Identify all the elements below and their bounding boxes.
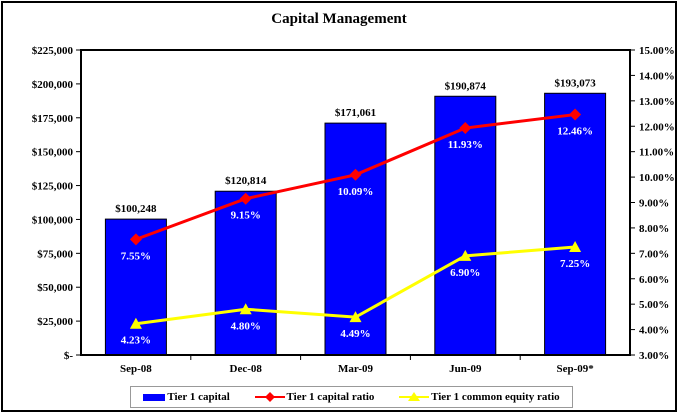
triangle-marker-icon — [459, 249, 472, 261]
chart-title: Capital Management — [271, 11, 407, 27]
bar-value-label: $100,248 — [115, 203, 157, 215]
right-axis-label: 5.00% — [639, 299, 669, 311]
line-value-label: 6.90% — [450, 267, 480, 279]
legend-diamond-line-icon — [254, 391, 285, 403]
right-axis-label: 8.00% — [639, 223, 669, 235]
line-value-label: 7.25% — [560, 258, 590, 270]
x-axis-label: Sep-09* — [556, 363, 594, 375]
x-axis-label: Jun-09 — [449, 363, 482, 375]
bar-value-label: $120,814 — [225, 175, 267, 187]
legend-item-tier1-common-equity-ratio: Tier 1 common equity ratio — [399, 391, 560, 403]
plot-border — [80, 49, 631, 356]
legend-triangle-line-icon — [399, 391, 430, 403]
bar — [434, 95, 497, 356]
diamond-marker-icon — [349, 168, 362, 181]
lines-layer: 7.55% 9.15% 10.09% 11.93% 12.46% 4.23% 4.80% 4.… — [121, 108, 593, 347]
left-axis-label: $150,000 — [32, 147, 74, 159]
legend-bar-swatch-icon — [143, 393, 166, 401]
bar-value-label: $171,061 — [335, 107, 376, 119]
right-axis-label: 6.00% — [639, 274, 669, 286]
chart-plot: $225,000 $200,000 $175,000 $150,000 $125,000… — [32, 45, 675, 375]
left-axis-label: $200,000 — [32, 79, 74, 91]
chart-legend: Tier 1 capital Tier 1 capital ratio Tier… — [130, 386, 573, 408]
diamond-marker-icon — [129, 233, 142, 246]
x-axis-label: Mar-09 — [338, 363, 374, 375]
legend-label-tier1-capital-ratio: Tier 1 capital ratio — [286, 391, 375, 403]
line-value-label: 4.49% — [340, 328, 370, 340]
left-axis-label: $125,000 — [32, 181, 74, 193]
left-axis-label: $25,000 — [37, 316, 73, 328]
x-axis-label: Dec-08 — [230, 363, 263, 375]
right-axis-label: 15.00% — [639, 45, 675, 57]
right-axis-label: 11.00% — [639, 147, 674, 159]
line-value-label: 10.09% — [338, 186, 374, 198]
triangle-marker-icon — [569, 240, 582, 252]
right-axis-label: 7.00% — [639, 248, 669, 260]
legend-item-tier1-capital-ratio: Tier 1 capital ratio — [254, 391, 375, 403]
left-axis-label: $- — [64, 350, 74, 362]
diamond-marker-icon — [459, 122, 472, 135]
triangle-marker-icon — [129, 317, 142, 329]
left-axis-label: $175,000 — [32, 113, 74, 125]
line-value-label: 12.46% — [557, 126, 593, 138]
left-axis-label: $100,000 — [32, 214, 74, 226]
line-value-label: 7.55% — [121, 250, 151, 262]
line-value-label: 11.93% — [448, 139, 483, 151]
right-axis-label: 12.00% — [639, 121, 675, 133]
left-axis-label: $75,000 — [37, 248, 73, 260]
right-axis-label: 3.00% — [639, 350, 669, 362]
right-axis-label: 10.00% — [639, 172, 675, 184]
bar-value-label: $193,073 — [554, 77, 596, 89]
axes-layer: $225,000 $200,000 $175,000 $150,000 $125,000… — [32, 45, 675, 375]
line-value-label: 4.80% — [231, 320, 261, 332]
right-axis-label: 4.00% — [639, 325, 669, 337]
left-axis-label: $225,000 — [32, 45, 74, 57]
left-axis-label: $50,000 — [37, 282, 73, 294]
legend-item-tier1-capital: Tier 1 capital — [143, 391, 230, 403]
line-value-label: 9.15% — [231, 210, 261, 222]
legend-label-tier1-capital: Tier 1 capital — [167, 391, 230, 403]
line-value-label: 4.23% — [121, 335, 151, 347]
bar — [544, 92, 607, 356]
bar-value-label: $190,874 — [445, 80, 487, 92]
diamond-marker-icon — [569, 108, 582, 121]
x-axis-label: Sep-08 — [120, 363, 152, 375]
legend-label-tier1-common-equity-ratio: Tier 1 common equity ratio — [431, 391, 560, 403]
triangle-marker-icon — [349, 311, 362, 323]
right-axis-label: 14.00% — [639, 70, 675, 82]
triangle-marker-icon — [239, 303, 252, 315]
right-axis-label: 13.00% — [639, 96, 675, 108]
diamond-marker-icon — [239, 192, 252, 205]
right-axis-label: 9.00% — [639, 198, 669, 210]
bar — [214, 190, 277, 356]
